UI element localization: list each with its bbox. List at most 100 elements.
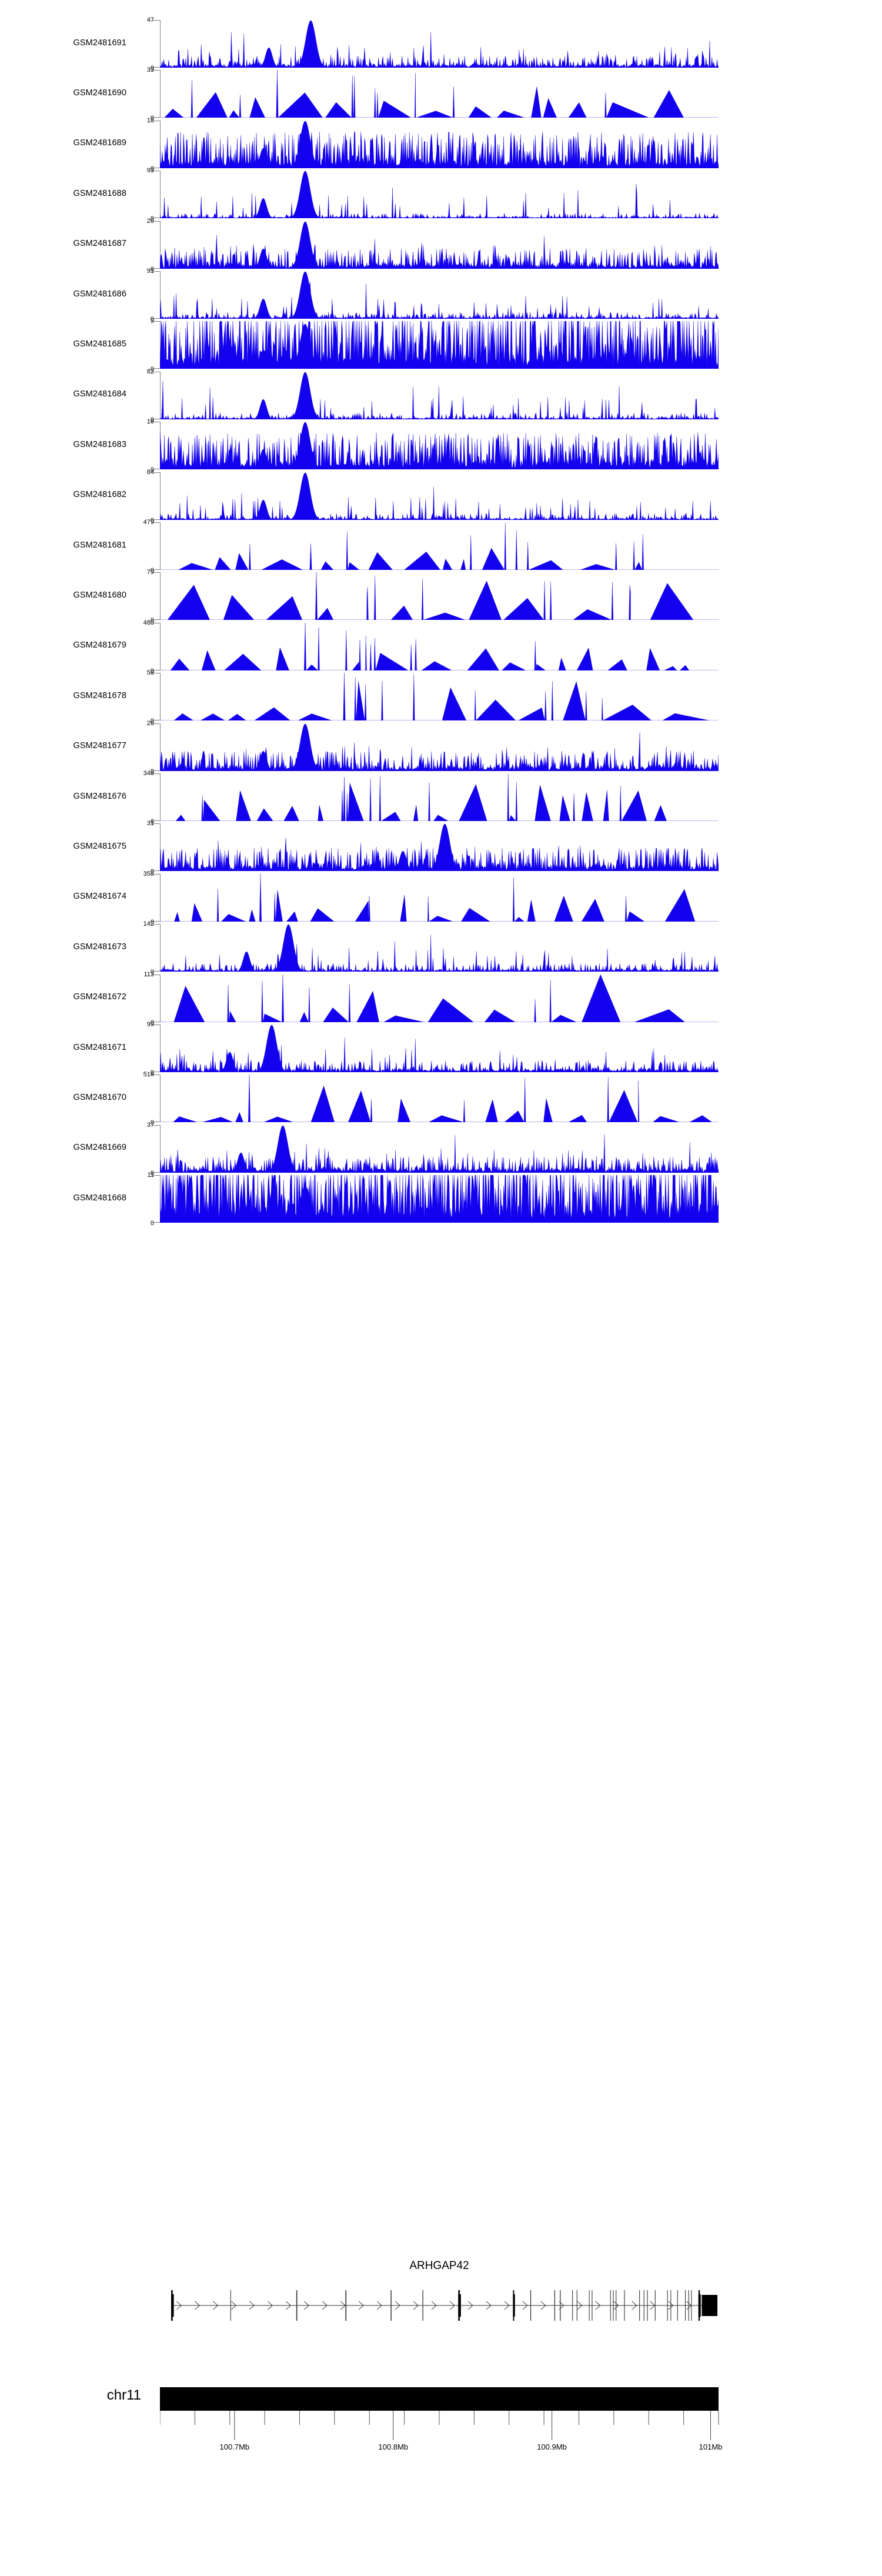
track-plot-area[interactable] [160,221,719,269]
track-row[interactable]: GSM2481686 91 0 [0,268,882,323]
axis-tick-bottom [152,1222,161,1223]
track-plot-area[interactable] [160,472,719,520]
track-row[interactable]: GSM2481677 26 0 [0,720,882,775]
gene-exon[interactable] [554,2290,556,2321]
gene-exon[interactable] [589,2290,590,2321]
track-row[interactable]: GSM2481669 37 0 [0,1121,882,1176]
gene-exon[interactable] [639,2290,640,2321]
track-axis-zero-label: 0 [150,718,154,725]
gene-exon[interactable] [677,2290,678,2321]
track-plot-area[interactable] [160,974,719,1022]
track-row[interactable]: GSM2481668 11 0 [0,1172,882,1227]
track-plot-area[interactable] [160,422,719,470]
track-plot-area[interactable] [160,20,719,68]
strand-arrow-icon [303,2301,310,2310]
track-row[interactable]: GSM2481684 82 0 [0,368,882,423]
gene-exon[interactable] [230,2290,231,2321]
track-row[interactable]: GSM2481673 142 0 [0,920,882,976]
track-plot-area[interactable] [160,823,719,872]
track-row[interactable]: GSM2481681 479 0 [0,519,882,574]
gene-model-diagram[interactable] [160,2282,719,2329]
track-axis-zero-label: 0 [150,1119,154,1127]
track-label-gsm2481672: GSM2481672 [73,992,126,1002]
axis-tick-bottom [152,368,161,369]
track-axis-zero-label: 0 [150,868,154,876]
gene-exon[interactable] [345,2290,347,2321]
track-row[interactable]: GSM2481688 93 0 [0,168,882,222]
track-plot-area[interactable] [160,924,719,972]
track-plot-area[interactable] [160,121,719,168]
gene-exon[interactable] [390,2290,392,2321]
track-row[interactable]: GSM248168590 [0,318,882,373]
track-row[interactable]: GSM2481680 79 0 [0,569,882,624]
track-plot-area[interactable] [160,873,719,922]
gene-exon[interactable] [572,2290,573,2321]
track-axis-max-label: 37 [146,1121,154,1129]
track-y-axis-line [160,974,161,1022]
track-row[interactable]: GSM2481672 113 0 [0,970,882,1026]
track-row[interactable]: GSM2481682 84 0 [0,469,882,523]
track-plot-area[interactable] [160,1025,719,1072]
track-axis-zero-label: 0 [150,1069,154,1076]
strand-arrow-icon [358,2301,364,2310]
track-plot-area[interactable] [160,321,719,369]
track-row[interactable]: GSM2481689 18 0 [0,117,882,172]
track-row[interactable]: GSM2481679 480 0 [0,619,882,674]
track-label-gsm2481678: GSM2481678 [73,690,126,700]
gene-exon[interactable] [654,2290,656,2321]
gene-exon[interactable] [667,2290,668,2321]
track-plot-area[interactable] [160,271,719,319]
track-row[interactable]: GSM2481676 348 0 [0,770,882,825]
gene-exon[interactable] [685,2290,686,2321]
track-label-gsm2481681: GSM2481681 [73,540,126,550]
gene-exon[interactable] [530,2290,532,2321]
track-row[interactable]: GSM2481690 33 0 [0,67,882,122]
track-plot-area[interactable] [160,622,719,670]
gene-cds-exon[interactable] [458,2294,461,2317]
track-plot-area[interactable] [160,673,719,721]
track-row[interactable]: GSM2481670 516 0 [0,1072,882,1126]
track-plot-area[interactable] [160,522,719,570]
gene-terminal-utr-block[interactable] [701,2295,718,2316]
track-axis-zero-label: 0 [150,165,154,172]
axis-tick-top [152,873,161,875]
strand-arrow-icon [322,2301,328,2310]
track-label-gsm2481677: GSM2481677 [73,741,126,751]
track-row[interactable]: GSM2481671 99 0 [0,1022,882,1076]
track-y-axis-line [160,371,161,419]
track-plot-area[interactable] [160,572,719,620]
track-plot-area[interactable] [160,372,719,419]
track-axis-max-label: 142 [143,920,154,928]
track-plot-area[interactable] [160,1075,719,1123]
gene-cds-exon[interactable] [698,2294,701,2317]
track-plot-area[interactable] [160,171,719,219]
track-axis-max-label: 11 [147,1172,154,1179]
track-plot-area[interactable] [160,1125,719,1173]
ideogram-bar[interactable] [160,2387,719,2411]
track-row[interactable]: GSM2481683 16 0 [0,419,882,473]
track-row[interactable]: GSM2481678 58 0 [0,670,882,725]
gene-exon[interactable] [296,2290,298,2321]
chromosome-ideogram[interactable]: 100.7Mb 100.8Mb 100.9Mb 101Mb [160,2379,724,2455]
track-axis-max-label: 113 [143,970,154,978]
track-row[interactable]: GSM2481674 358 0 [0,870,882,925]
gene-cds-exon[interactable] [513,2294,515,2317]
track-plot-area[interactable] [160,70,719,118]
gene-cds-exon[interactable] [171,2294,174,2317]
axis-tick-bottom [152,971,161,972]
track-y-axis-line [160,271,161,319]
track-row[interactable]: GSM2481687 26 0 [0,218,882,272]
coverage-area [160,70,719,118]
track-axis-zero-label: 0 [150,969,154,976]
track-plot-area[interactable] [160,723,719,771]
strand-arrow-icon [467,2301,473,2310]
gene-exon[interactable] [670,2290,671,2321]
track-row[interactable]: GSM2481691 47 0 [0,17,882,72]
track-plot-area[interactable] [160,773,719,821]
gene-exon[interactable] [610,2290,611,2321]
axis-tick-top [152,20,161,21]
coverage-area [160,572,719,620]
chromosome-label: chr11 [106,2387,141,2403]
track-row[interactable]: GSM2481675 31 0 [0,820,882,875]
track-plot-area[interactable] [160,1175,719,1223]
